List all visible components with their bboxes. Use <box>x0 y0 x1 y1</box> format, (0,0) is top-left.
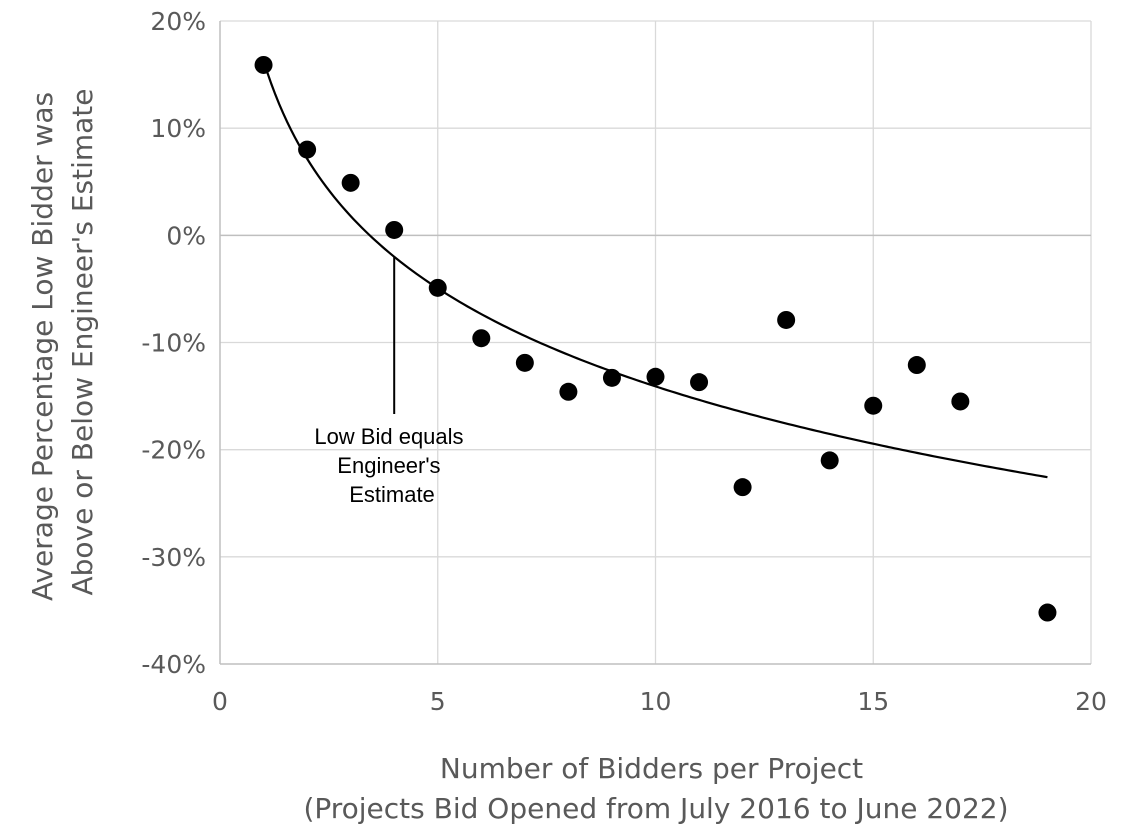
y-axis-title-line-2: Above or Below Engineer's Estimate <box>66 88 99 595</box>
y-axis-title-line-1: Average Percentage Low Bidder was <box>26 92 59 601</box>
annotation-text: Low Bid equals Engineer's Estimate <box>314 424 469 507</box>
gridlines <box>220 20 1092 664</box>
data-point <box>820 451 839 470</box>
data-point <box>602 368 621 387</box>
data-point <box>951 392 970 411</box>
y-tick-label: 0% <box>166 221 206 250</box>
data-point <box>646 367 665 386</box>
y-tick-label: -40% <box>141 650 206 679</box>
data-point <box>690 373 709 392</box>
annotation: Low Bid equals Engineer's Estimate <box>314 256 469 507</box>
data-point <box>777 310 796 329</box>
y-tick-label: -30% <box>141 543 206 572</box>
x-tick-label: 0 <box>212 687 228 716</box>
x-tick-label: 15 <box>857 687 889 716</box>
x-tick-label: 10 <box>640 687 672 716</box>
data-point <box>907 356 926 375</box>
y-tick-label: -20% <box>141 436 206 465</box>
data-point <box>515 353 534 372</box>
axes <box>219 21 1091 665</box>
data-point <box>864 396 883 415</box>
annotation-line-2: Engineer's <box>337 453 440 478</box>
data-point <box>385 220 404 239</box>
annotation-line-1: Low Bid equals <box>314 424 463 449</box>
x-axis-title-line-2: (Projects Bid Opened from July 2016 to J… <box>303 792 1008 825</box>
x-tick-label: 5 <box>430 687 446 716</box>
data-point <box>1038 603 1057 622</box>
x-axis-title: Number of Bidders per Project (Projects … <box>303 752 1008 825</box>
trendline <box>262 60 1048 479</box>
data-point <box>428 278 447 297</box>
y-tick-label: -10% <box>141 329 206 358</box>
x-tick-label: 20 <box>1075 687 1107 716</box>
x-axis-title-line-1: Number of Bidders per Project <box>440 752 863 785</box>
y-tick-label: 20% <box>150 7 206 36</box>
data-point <box>341 173 360 192</box>
y-axis-title: Average Percentage Low Bidder was Above … <box>26 83 99 601</box>
data-point <box>254 55 273 74</box>
data-point <box>559 382 578 401</box>
y-tick-label: 10% <box>150 114 206 143</box>
data-point <box>733 478 752 497</box>
tick-labels: 20% 10% 0% -10% -20% -30% -40%0 5 10 15 20 <box>141 7 1107 716</box>
data-points <box>254 55 1057 622</box>
data-point <box>298 140 317 159</box>
data-point <box>472 329 491 348</box>
annotation-line-3: Estimate <box>349 482 435 507</box>
